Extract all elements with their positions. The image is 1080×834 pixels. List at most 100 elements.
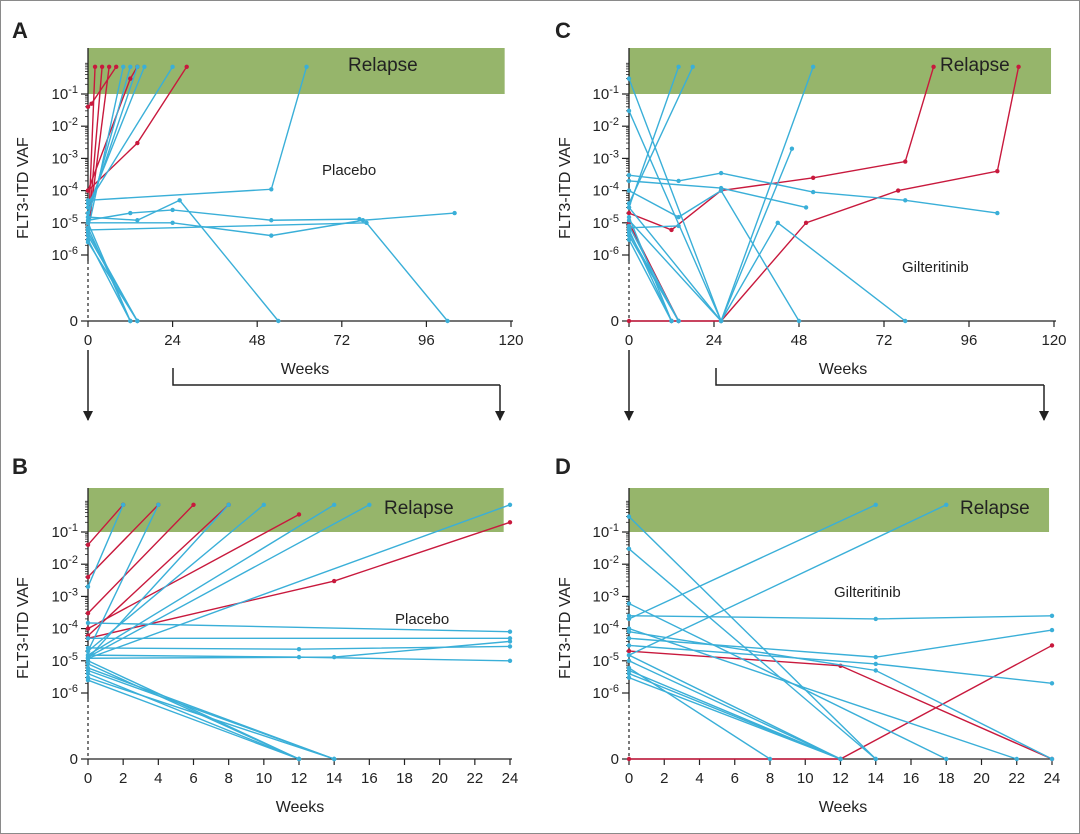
data-point (669, 318, 674, 324)
y-tick-label: 10-4 (52, 181, 78, 200)
data-point (121, 64, 126, 69)
data-point (626, 756, 632, 762)
x-tick-label: 10 (797, 770, 814, 787)
data-point (931, 64, 936, 69)
data-point (177, 198, 182, 203)
series-line (87, 66, 146, 208)
data-point (626, 237, 632, 242)
data-point (1049, 756, 1055, 762)
data-point (507, 629, 513, 634)
data-point (676, 214, 681, 220)
series-line (628, 206, 906, 323)
series-line (87, 504, 230, 637)
data-point (85, 626, 91, 631)
data-point (1014, 756, 1019, 762)
relapse-label: Relapse (960, 498, 1030, 519)
relapse-label: Relapse (384, 498, 454, 519)
data-point (507, 644, 513, 649)
x-tick-label: 24 (502, 770, 519, 787)
series-line (87, 504, 195, 614)
data-point (1016, 64, 1021, 69)
data-point (85, 611, 91, 616)
x-tick-label: 14 (867, 770, 884, 787)
data-point (296, 756, 302, 762)
data-point (507, 520, 513, 525)
series-line (87, 504, 159, 578)
data-point (85, 188, 91, 193)
data-point (99, 64, 105, 69)
relapse-band (88, 488, 504, 532)
series-line (87, 222, 449, 322)
data-point (669, 227, 674, 233)
data-point (331, 578, 337, 584)
x-tick-label: 6 (731, 770, 739, 787)
x-tick-label: 96 (418, 332, 435, 349)
data-point (626, 188, 632, 193)
arrow-a-to-b-left-head (83, 411, 93, 421)
x-tick-label: 4 (695, 770, 703, 787)
data-point (995, 169, 1000, 174)
data-point (626, 626, 632, 631)
data-point (626, 514, 632, 519)
data-point (85, 104, 91, 110)
series-line (87, 676, 335, 760)
arrow-c-to-d-right-head (1039, 411, 1049, 421)
y-tick-label: 10-6 (593, 683, 619, 702)
data-point (1049, 681, 1055, 686)
data-point (135, 218, 140, 223)
x-tick-label: 6 (189, 770, 197, 787)
x-tick-label: 72 (876, 332, 893, 349)
data-point (85, 210, 91, 216)
series-line (87, 504, 265, 652)
data-point (114, 64, 119, 69)
x-tick-label: 16 (361, 770, 378, 787)
data-point (626, 675, 632, 680)
arrow-a-to-b-right-head (495, 411, 505, 421)
data-point (1049, 627, 1055, 633)
y-tick-label: 10-1 (593, 84, 619, 103)
x-tick-label: 12 (291, 770, 308, 787)
data-point (626, 214, 632, 220)
y-tick-label: 10-5 (593, 213, 619, 232)
x-tick-label: 0 (84, 332, 92, 349)
y-tick-label: 10-3 (52, 586, 78, 605)
y-tick-label: 0 (611, 751, 619, 768)
data-point (626, 629, 632, 634)
data-point (676, 178, 681, 184)
series-line (87, 663, 300, 760)
data-point (626, 230, 632, 235)
data-point (85, 636, 91, 641)
series-line (87, 504, 159, 652)
series-line (87, 504, 511, 659)
x-tick-label: 24 (706, 332, 723, 349)
data-point (810, 64, 816, 69)
y-tick-label: 10-3 (593, 148, 619, 167)
data-point (626, 108, 632, 114)
series-line (87, 504, 124, 546)
data-point (445, 318, 450, 324)
data-point (120, 502, 126, 507)
x-tick-label: 8 (766, 770, 774, 787)
data-point (676, 223, 681, 229)
series-line (88, 212, 455, 237)
x-tick-label: 20 (973, 770, 990, 787)
data-point (85, 239, 91, 245)
data-point (873, 502, 878, 507)
data-point (626, 225, 632, 230)
data-point (296, 654, 302, 660)
y-tick-label: 10-4 (593, 619, 619, 638)
bracket-a (172, 368, 500, 386)
panel-a: Relapse 0 24 48 72 96 120 0 10-6 10-5 10-4 10-3 10-2… (12, 18, 524, 378)
data-point (191, 502, 196, 507)
data-point (85, 198, 91, 203)
x-tick-label: 18 (396, 770, 413, 787)
data-point (360, 218, 366, 223)
data-point (903, 159, 908, 164)
data-point (331, 502, 337, 507)
series-line (628, 627, 1017, 760)
data-point (626, 205, 632, 210)
data-point (142, 64, 147, 69)
x-axis-label: Weeks (281, 361, 330, 378)
series-line (87, 672, 300, 760)
